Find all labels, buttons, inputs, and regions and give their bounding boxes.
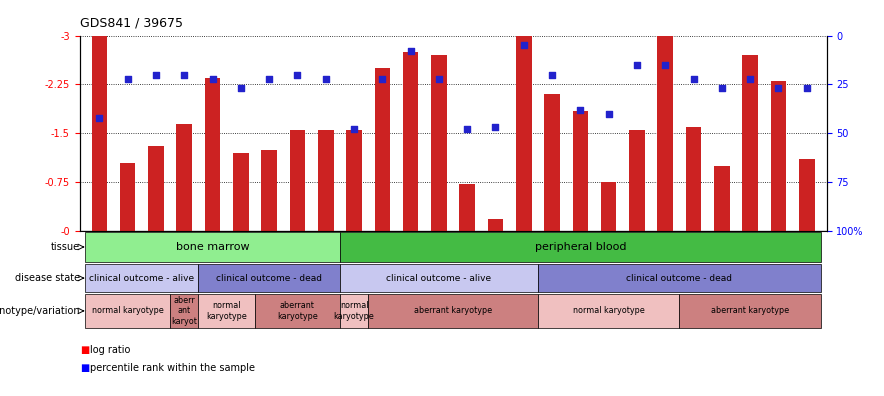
Bar bbox=[714, 166, 729, 231]
Point bbox=[318, 76, 332, 82]
Point bbox=[403, 48, 417, 54]
Point bbox=[461, 126, 475, 133]
Bar bbox=[771, 81, 786, 231]
Point bbox=[659, 62, 673, 68]
Point bbox=[743, 76, 758, 82]
Point bbox=[205, 76, 219, 82]
Bar bbox=[460, 184, 475, 231]
Bar bbox=[170, 294, 198, 327]
Point bbox=[177, 72, 191, 78]
Point bbox=[149, 72, 163, 78]
Text: normal karyotype: normal karyotype bbox=[573, 307, 644, 316]
Bar bbox=[601, 182, 616, 231]
Bar bbox=[573, 110, 588, 231]
Point bbox=[545, 72, 560, 78]
Text: normal karyotype: normal karyotype bbox=[92, 307, 164, 316]
Bar bbox=[375, 68, 390, 231]
Bar bbox=[290, 130, 305, 231]
Text: normal
karyotype: normal karyotype bbox=[206, 301, 247, 321]
Bar bbox=[262, 150, 277, 231]
Text: aberrant
karyotype: aberrant karyotype bbox=[277, 301, 318, 321]
Bar bbox=[516, 36, 531, 231]
Bar bbox=[339, 232, 821, 262]
Bar bbox=[538, 294, 680, 327]
Bar bbox=[629, 130, 644, 231]
Bar bbox=[233, 153, 248, 231]
Text: GDS841 / 39675: GDS841 / 39675 bbox=[80, 17, 183, 30]
Text: ■: ■ bbox=[80, 363, 89, 373]
Bar bbox=[680, 294, 821, 327]
Bar bbox=[538, 264, 821, 292]
Bar bbox=[686, 127, 701, 231]
Bar bbox=[177, 124, 192, 231]
Bar bbox=[743, 55, 758, 231]
Bar bbox=[368, 294, 538, 327]
Point bbox=[715, 85, 729, 91]
Text: clinical outcome - dead: clinical outcome - dead bbox=[627, 274, 733, 283]
Text: tissue: tissue bbox=[51, 242, 80, 252]
Point bbox=[772, 85, 786, 91]
Point bbox=[375, 76, 389, 82]
Bar bbox=[488, 219, 503, 231]
Bar bbox=[403, 52, 418, 231]
Bar bbox=[255, 294, 339, 327]
Bar bbox=[198, 294, 255, 327]
Point bbox=[602, 110, 616, 117]
Bar bbox=[120, 163, 135, 231]
Bar bbox=[85, 232, 339, 262]
Point bbox=[262, 76, 276, 82]
Point bbox=[431, 76, 446, 82]
Point bbox=[290, 72, 304, 78]
Point bbox=[489, 124, 503, 131]
Point bbox=[233, 85, 248, 91]
Bar bbox=[799, 159, 814, 231]
Bar bbox=[545, 94, 560, 231]
Text: clinical outcome - dead: clinical outcome - dead bbox=[216, 274, 322, 283]
Text: clinical outcome - alive: clinical outcome - alive bbox=[89, 274, 194, 283]
Text: peripheral blood: peripheral blood bbox=[535, 242, 626, 252]
Text: log ratio: log ratio bbox=[90, 345, 131, 356]
Bar bbox=[339, 264, 538, 292]
Text: aberrant karyotype: aberrant karyotype bbox=[414, 307, 492, 316]
Text: genotype/variation: genotype/variation bbox=[0, 306, 80, 316]
Point bbox=[92, 114, 106, 121]
Point bbox=[517, 42, 531, 49]
Bar bbox=[198, 264, 339, 292]
Text: aberr
ant
karyot: aberr ant karyot bbox=[171, 296, 197, 326]
Bar bbox=[205, 78, 220, 231]
Point bbox=[800, 85, 814, 91]
Text: ■: ■ bbox=[80, 345, 89, 356]
Text: bone marrow: bone marrow bbox=[176, 242, 249, 252]
Bar bbox=[347, 130, 362, 231]
Text: aberrant karyotype: aberrant karyotype bbox=[711, 307, 789, 316]
Point bbox=[347, 126, 361, 133]
Bar bbox=[658, 36, 673, 231]
Bar bbox=[149, 147, 164, 231]
Point bbox=[120, 76, 134, 82]
Bar bbox=[431, 55, 446, 231]
Text: percentile rank within the sample: percentile rank within the sample bbox=[90, 363, 255, 373]
Point bbox=[574, 107, 588, 113]
Text: disease state: disease state bbox=[15, 273, 80, 283]
Point bbox=[630, 62, 644, 68]
Bar bbox=[318, 130, 333, 231]
Point bbox=[687, 76, 701, 82]
Text: normal
karyotype: normal karyotype bbox=[333, 301, 375, 321]
Bar bbox=[92, 36, 107, 231]
Bar bbox=[85, 294, 170, 327]
Bar bbox=[85, 264, 198, 292]
Text: clinical outcome - alive: clinical outcome - alive bbox=[386, 274, 492, 283]
Bar bbox=[339, 294, 368, 327]
